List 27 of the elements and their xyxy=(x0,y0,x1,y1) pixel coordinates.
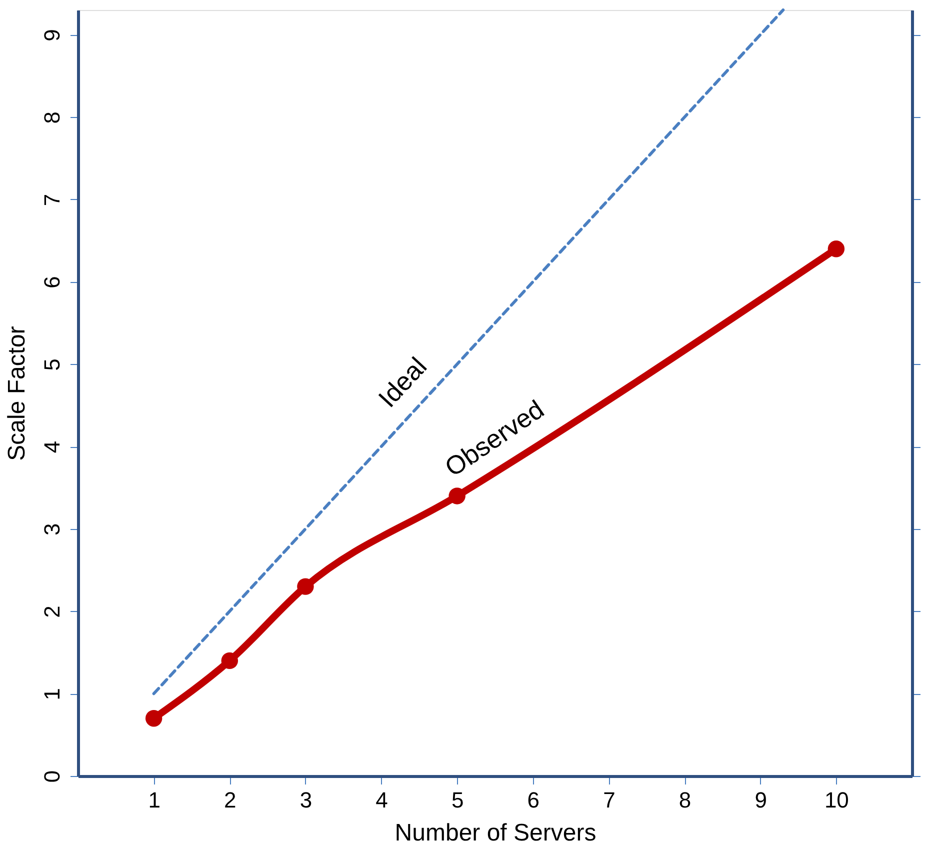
y-tick-label: 8 xyxy=(40,111,64,124)
point xyxy=(448,488,466,504)
x-tick-label: 5 xyxy=(451,788,464,812)
point xyxy=(145,710,162,727)
y-tick-label: 4 xyxy=(40,440,64,454)
y-tick-label: 1 xyxy=(40,688,64,700)
x-tick-label: 7 xyxy=(603,788,616,812)
point xyxy=(828,240,845,258)
y-axis-title: Scale Factor xyxy=(4,326,30,461)
point xyxy=(221,652,238,670)
x-tick-label: 4 xyxy=(376,788,388,812)
x-tick-label: 6 xyxy=(527,788,540,812)
y-tick-label: 0 xyxy=(40,770,64,783)
x-tick-label: 3 xyxy=(300,788,312,812)
y-tick-label: 3 xyxy=(40,523,64,536)
x-tick-label: 1 xyxy=(148,788,160,812)
x-axis-title: Number of Servers xyxy=(394,820,596,846)
x-tick-label: 9 xyxy=(754,788,767,812)
y-tick-label: 9 xyxy=(40,29,64,42)
y-tick-label: 2 xyxy=(40,606,64,618)
y-tick-label: 7 xyxy=(40,194,64,206)
x-tick-label: 2 xyxy=(224,788,236,812)
y-tick-label: 6 xyxy=(40,276,64,288)
x-tick-label: 10 xyxy=(824,788,849,812)
x-tick-label: 8 xyxy=(678,788,692,812)
y-tick-label: 5 xyxy=(40,358,64,371)
point xyxy=(297,578,314,595)
